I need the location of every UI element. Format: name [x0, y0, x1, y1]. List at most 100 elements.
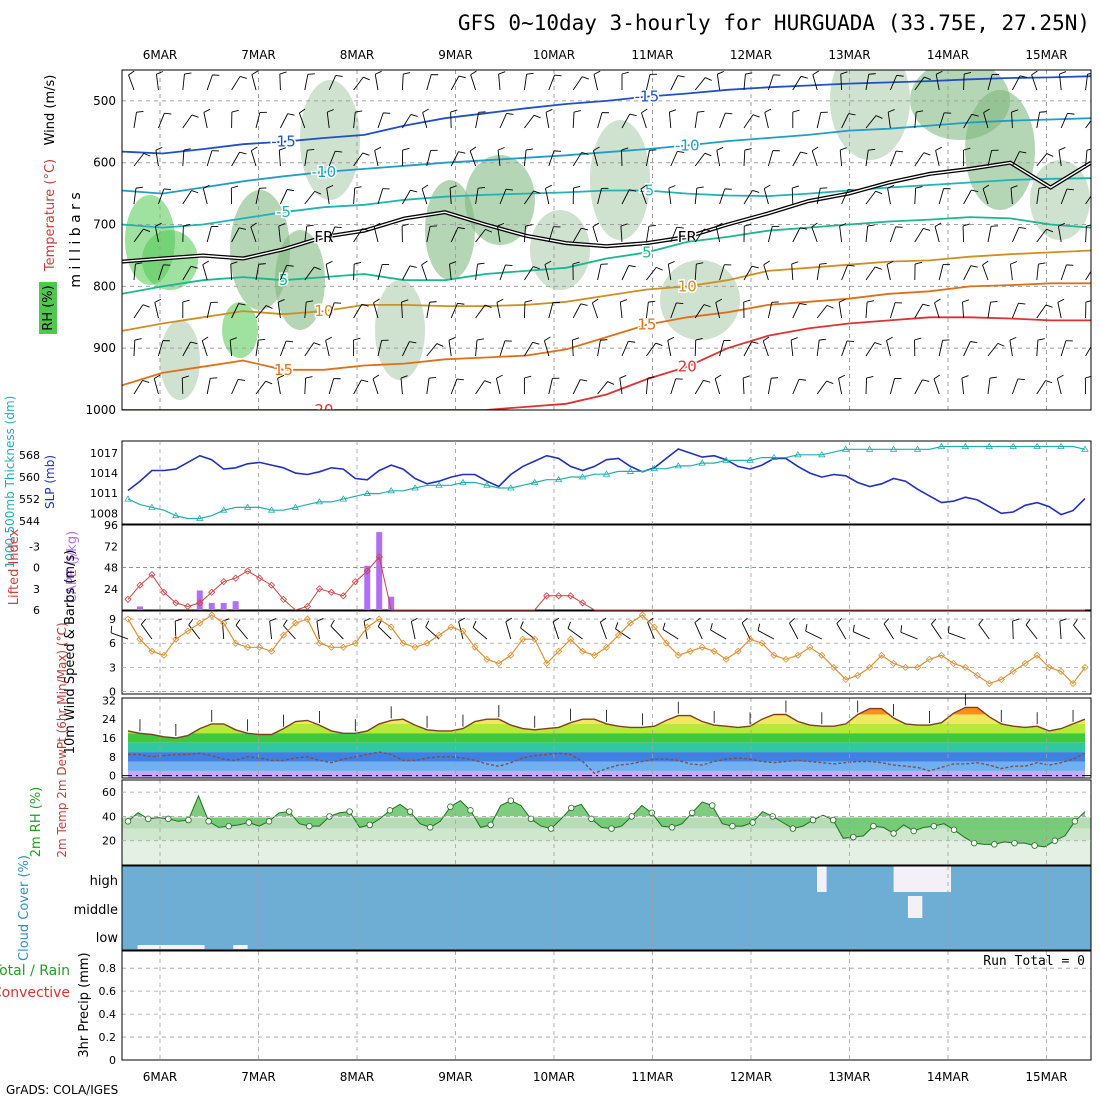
- wind-barb: [868, 73, 876, 75]
- wind-barb: [600, 617, 607, 623]
- precip-tick-label: 0: [109, 1054, 116, 1067]
- wind-barb: [987, 378, 991, 395]
- wind-barb: [916, 110, 924, 113]
- wind-barb: [449, 264, 452, 281]
- wind-barb: [628, 265, 636, 268]
- wind-barb: [743, 74, 746, 91]
- wind-barb: [238, 303, 246, 306]
- wind-barb: [426, 302, 431, 319]
- wind-barb: [142, 380, 150, 383]
- rh-blob: [275, 230, 325, 330]
- wind-barb: [458, 617, 465, 622]
- wind-barb: [645, 302, 649, 319]
- wind-barb: [278, 226, 281, 243]
- wind-barb: [694, 617, 701, 623]
- wind-barb: [520, 621, 524, 629]
- wind-barb: [135, 262, 143, 265]
- wind-barb: [1038, 186, 1047, 189]
- wind-barb: [875, 115, 883, 119]
- wind-barb: [543, 340, 550, 357]
- wind-barb: [326, 112, 330, 129]
- wind-barb: [328, 226, 336, 243]
- wind-barb: [694, 304, 705, 319]
- wind-barb: [499, 188, 507, 205]
- wind-barb: [620, 149, 623, 167]
- wind-barb: [745, 72, 753, 75]
- wind-barb: [710, 623, 713, 631]
- wind-barb: [255, 188, 260, 205]
- isotherm-line: [122, 75, 1091, 155]
- wind-marker: [375, 615, 383, 623]
- wind-barb: [719, 340, 725, 357]
- wind-barb: [335, 74, 343, 77]
- isotherm-label: 20: [314, 401, 333, 419]
- wind-barb: [269, 618, 277, 622]
- date-label-top: 6MAR: [143, 48, 178, 62]
- rh-marker: [507, 797, 514, 804]
- wind-marker: [770, 651, 778, 659]
- wind-barb: [670, 75, 679, 91]
- rh-marker: [809, 816, 817, 824]
- wind-barb: [133, 153, 145, 167]
- wind-barb: [402, 147, 410, 151]
- date-label-bottom: 13MAR: [828, 1070, 870, 1084]
- rh-marker: [668, 824, 676, 831]
- wind-barb: [1011, 151, 1020, 167]
- wind-barb: [278, 150, 281, 167]
- wind-marker: [363, 623, 371, 631]
- wind-barb: [279, 147, 287, 151]
- li-marker: [136, 581, 144, 589]
- wind-marker: [579, 647, 587, 655]
- wind-barb: [188, 624, 201, 640]
- wind-barb: [715, 302, 721, 319]
- wind-barb: [593, 70, 601, 75]
- precip-panel: 0 0.2 0.4 0.6 0.8 Run Total = 0 Total / Rain Co…: [0, 950, 1092, 1067]
- wind-barb: [548, 226, 554, 243]
- wind-marker: [208, 611, 216, 619]
- wind-barb: [970, 341, 978, 344]
- wind-barb: [1012, 618, 1020, 622]
- precip-tick-label: 0.8: [99, 962, 117, 975]
- wind-barb: [1060, 113, 1068, 129]
- thickness-marker: [722, 456, 730, 463]
- wind-marker: [878, 651, 886, 659]
- wind-barb: [938, 264, 944, 281]
- wind-barb: [206, 226, 212, 243]
- wind-barb: [373, 302, 379, 319]
- wind-barb: [201, 340, 208, 357]
- wind-barb: [668, 188, 672, 205]
- wind-barb: [865, 266, 876, 281]
- wind-barb: [314, 190, 322, 195]
- wind-barb: [548, 150, 555, 167]
- wind-marker: [937, 651, 946, 659]
- wind-barb: [931, 623, 942, 640]
- cape-tick-label: 72: [104, 540, 118, 553]
- cloud-level-label: high: [90, 874, 118, 889]
- li-axis-title: Lifted Index: [7, 528, 22, 605]
- wind-barb: [866, 375, 874, 379]
- wind-barb: [154, 302, 159, 319]
- wind-barb: [426, 378, 430, 395]
- thickness-marker: [1033, 442, 1041, 449]
- wind-barb: [983, 108, 990, 114]
- wind-barb: [791, 261, 799, 265]
- wind-barb: [883, 618, 890, 625]
- wind-barb: [572, 337, 580, 341]
- wind-barb: [791, 264, 794, 281]
- temp-axis-title: 2m Temp 2m DewPt (6hr Min/Max) (°C): [55, 622, 69, 857]
- wind-barb: [327, 109, 334, 113]
- wind-barb: [763, 264, 769, 281]
- isotherm-label: -10: [312, 163, 337, 181]
- isotherm-label: 10: [678, 277, 697, 295]
- li-marker: [567, 592, 575, 600]
- wind-barb: [182, 341, 191, 357]
- wind-tick-label: 6: [109, 637, 116, 650]
- wind-barb: [524, 114, 535, 129]
- wind-barb: [934, 298, 941, 304]
- wind-barb: [1057, 374, 1064, 379]
- wind-barb: [544, 336, 551, 342]
- wind-barb: [752, 114, 760, 118]
- wind-barb: [524, 266, 534, 281]
- wind-barb: [629, 113, 637, 117]
- slp-frame: [121, 440, 1092, 525]
